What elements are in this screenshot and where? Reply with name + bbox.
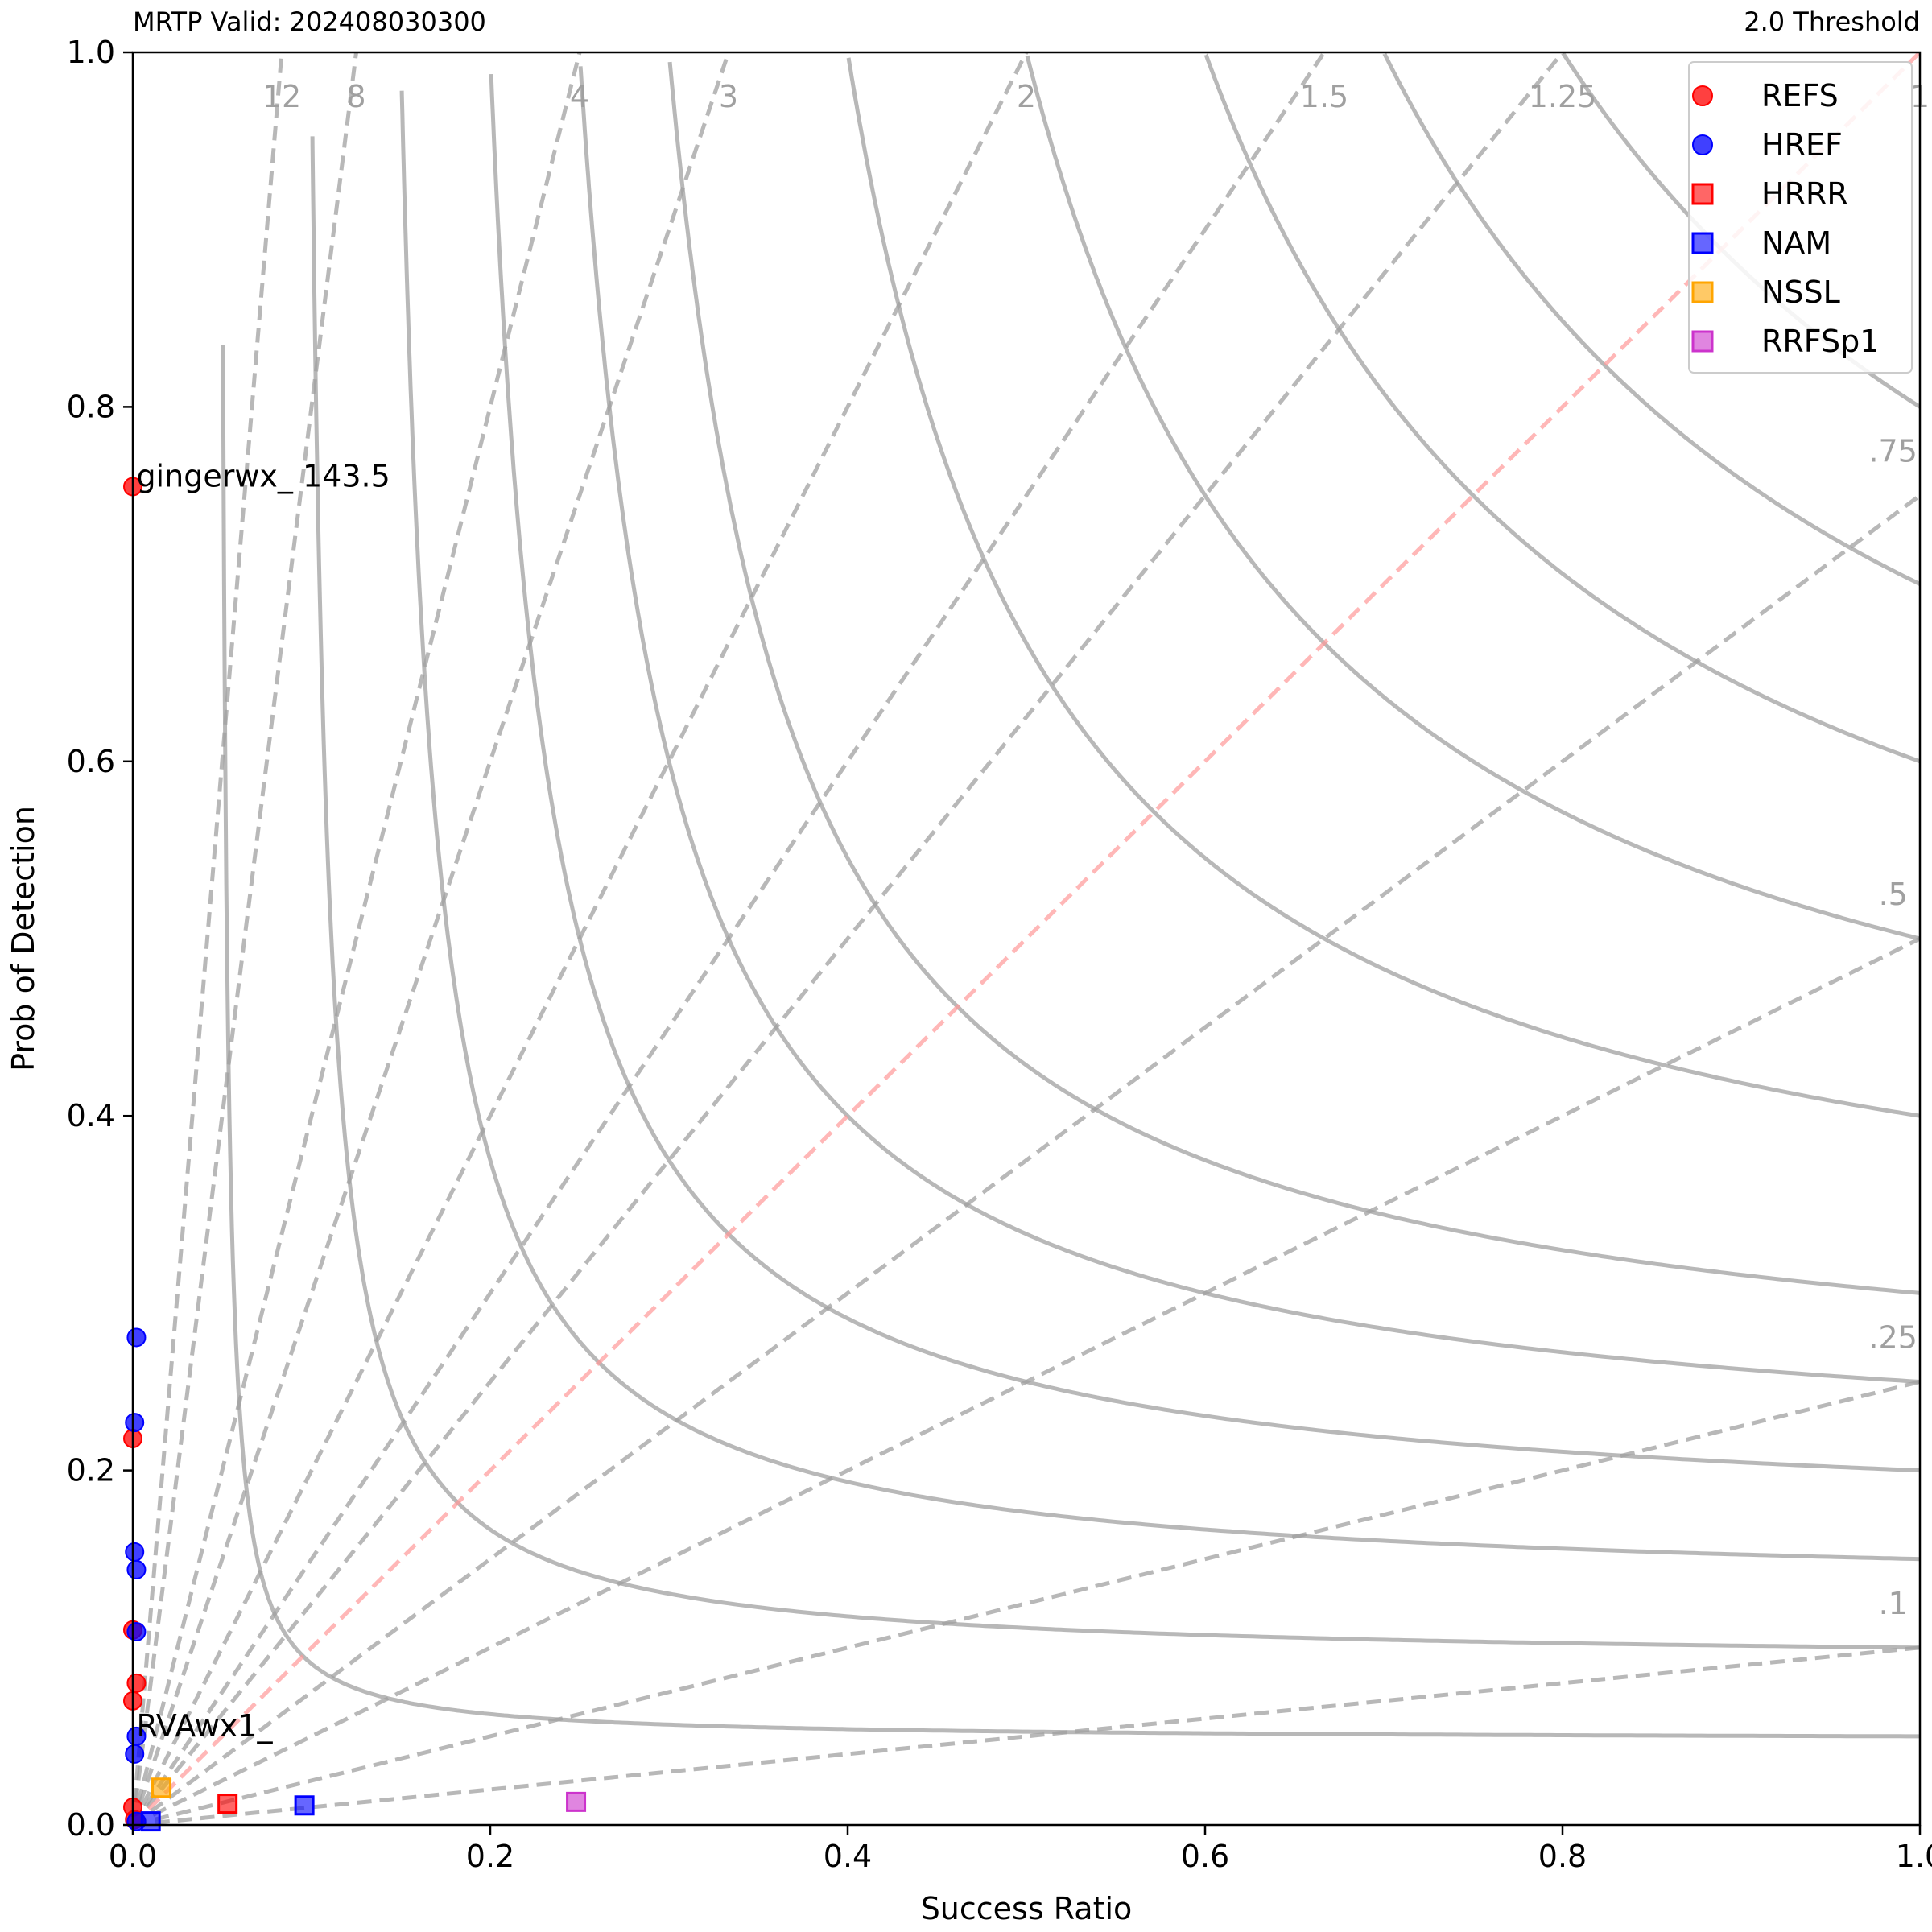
point-href xyxy=(126,1621,147,1641)
legend: REFS HREF HRRR NAM NSSL RRFSp1 xyxy=(1688,61,1913,374)
x-tick-label: 1.0 xyxy=(1896,1839,1932,1874)
bias-line xyxy=(133,936,1920,1825)
bias-label: .5 xyxy=(1879,877,1908,912)
legend-marker xyxy=(1691,281,1714,303)
legend-marker xyxy=(1691,232,1714,254)
x-axis-label: Success Ratio xyxy=(921,1891,1133,1926)
csi-contours xyxy=(221,52,1920,1739)
point-annotations: gingerwx_ 143.5 RVAwx1_ xyxy=(136,458,390,1743)
bias-label: .75 xyxy=(1868,433,1917,469)
plot-frame xyxy=(131,51,1922,1827)
point-rrfsp1 xyxy=(566,1791,587,1812)
bias-label: .1 xyxy=(1879,1586,1908,1621)
point-hrrr xyxy=(217,1794,238,1814)
legend-marker xyxy=(1692,85,1713,106)
bias-line xyxy=(133,52,1566,1825)
point-refs xyxy=(126,1673,147,1693)
y-tick-label: 0.0 xyxy=(67,1807,115,1843)
point-annotation: gingerwx_ 143.5 xyxy=(136,458,390,493)
legend-marker xyxy=(1691,183,1714,205)
point-nam xyxy=(140,1811,161,1832)
csi-contour xyxy=(1203,53,1920,764)
legend-label: NSSL xyxy=(1761,275,1840,310)
legend-box xyxy=(1688,61,1913,374)
legend-marker xyxy=(1692,134,1713,155)
x-tick-label: 0.2 xyxy=(466,1839,514,1874)
y-tick-label: 0.4 xyxy=(67,1098,115,1133)
point-href xyxy=(126,1559,147,1579)
bias-label: 8 xyxy=(346,79,365,114)
y-axis-ticks: 0.0 0.2 0.4 0.6 0.8 1.0 xyxy=(67,35,133,1843)
legend-label: HREF xyxy=(1761,127,1843,163)
y-tick-label: 1.0 xyxy=(67,35,115,70)
csi-contour xyxy=(846,57,1920,1118)
x-tick-label: 0.0 xyxy=(109,1839,157,1874)
bias-label: 3 xyxy=(719,79,738,114)
csi-contour xyxy=(399,90,1920,1562)
csi-contour xyxy=(221,345,1920,1739)
point-href xyxy=(125,1413,145,1433)
csi-contour xyxy=(1025,55,1920,941)
bias-label: 1.5 xyxy=(1300,79,1348,114)
bias-label: .25 xyxy=(1868,1319,1917,1355)
point-href xyxy=(125,1542,145,1562)
bias-line xyxy=(133,52,1327,1825)
legend-label: NAM xyxy=(1761,225,1831,261)
bias-line xyxy=(133,52,1029,1825)
y-tick-label: 0.2 xyxy=(67,1453,115,1488)
point-nssl xyxy=(151,1777,172,1798)
legend-marker xyxy=(1691,330,1714,353)
bias-line xyxy=(133,493,1920,1825)
csi-contour xyxy=(1382,52,1920,586)
bias-label: 12 xyxy=(262,79,301,114)
legend-label: HRRR xyxy=(1761,176,1848,212)
point-nam xyxy=(294,1795,315,1816)
bias-line xyxy=(133,52,731,1825)
legend-label: RRFSp1 xyxy=(1761,324,1879,359)
y-axis-label: Prob of Detection xyxy=(6,806,41,1071)
x-tick-label: 0.8 xyxy=(1538,1839,1587,1874)
bias-label: 2 xyxy=(1017,79,1036,114)
x-tick-label: 0.6 xyxy=(1181,1839,1229,1874)
y-tick-label: 0.8 xyxy=(67,389,115,424)
title-right: 2.0 Threshold xyxy=(1744,6,1920,37)
csi-contour xyxy=(667,61,1920,1295)
point-href xyxy=(126,1327,147,1348)
legend-label: REFS xyxy=(1761,78,1839,114)
bias-label: 1.25 xyxy=(1529,79,1597,114)
bias-line xyxy=(133,1645,1920,1825)
x-tick-label: 0.4 xyxy=(824,1839,872,1874)
bias-line xyxy=(133,52,582,1825)
point-href xyxy=(125,1744,145,1764)
point-annotation: RVAwx1_ xyxy=(136,1708,273,1744)
csi-contour xyxy=(489,74,1920,1473)
x-axis-ticks: 0.0 0.2 0.4 0.6 0.8 1.0 xyxy=(109,1825,1932,1874)
bias-label: 4 xyxy=(570,79,589,114)
csi-contour xyxy=(578,66,1920,1384)
title-left: MRTP Valid: 202408030300 xyxy=(133,6,486,37)
y-tick-label: 0.6 xyxy=(67,744,115,779)
